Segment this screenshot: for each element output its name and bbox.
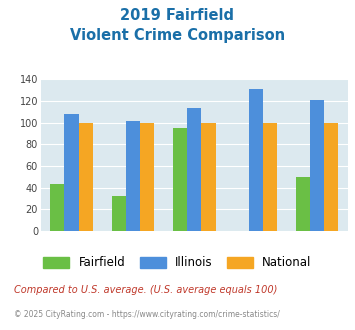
Text: © 2025 CityRating.com - https://www.cityrating.com/crime-statistics/: © 2025 CityRating.com - https://www.city… (14, 310, 280, 319)
Bar (65, 114, 78, 231)
Text: 2019 Fairfield: 2019 Fairfield (120, 8, 235, 23)
Text: Compared to U.S. average. (U.S. average equals 100): Compared to U.S. average. (U.S. average … (14, 285, 278, 295)
Bar (310, 100, 324, 231)
Bar (249, 89, 263, 231)
Bar (187, 109, 201, 231)
Bar (126, 121, 140, 231)
Legend: Fairfield, Illinois, National: Fairfield, Illinois, National (39, 252, 316, 274)
Bar (201, 122, 215, 231)
Text: Violent Crime Comparison: Violent Crime Comparison (70, 28, 285, 43)
Bar (112, 196, 126, 231)
Bar (78, 122, 93, 231)
Bar (140, 122, 154, 231)
Bar (263, 122, 277, 231)
Bar (50, 184, 65, 231)
Bar (324, 122, 338, 231)
Bar (296, 177, 310, 231)
Bar (173, 128, 187, 231)
